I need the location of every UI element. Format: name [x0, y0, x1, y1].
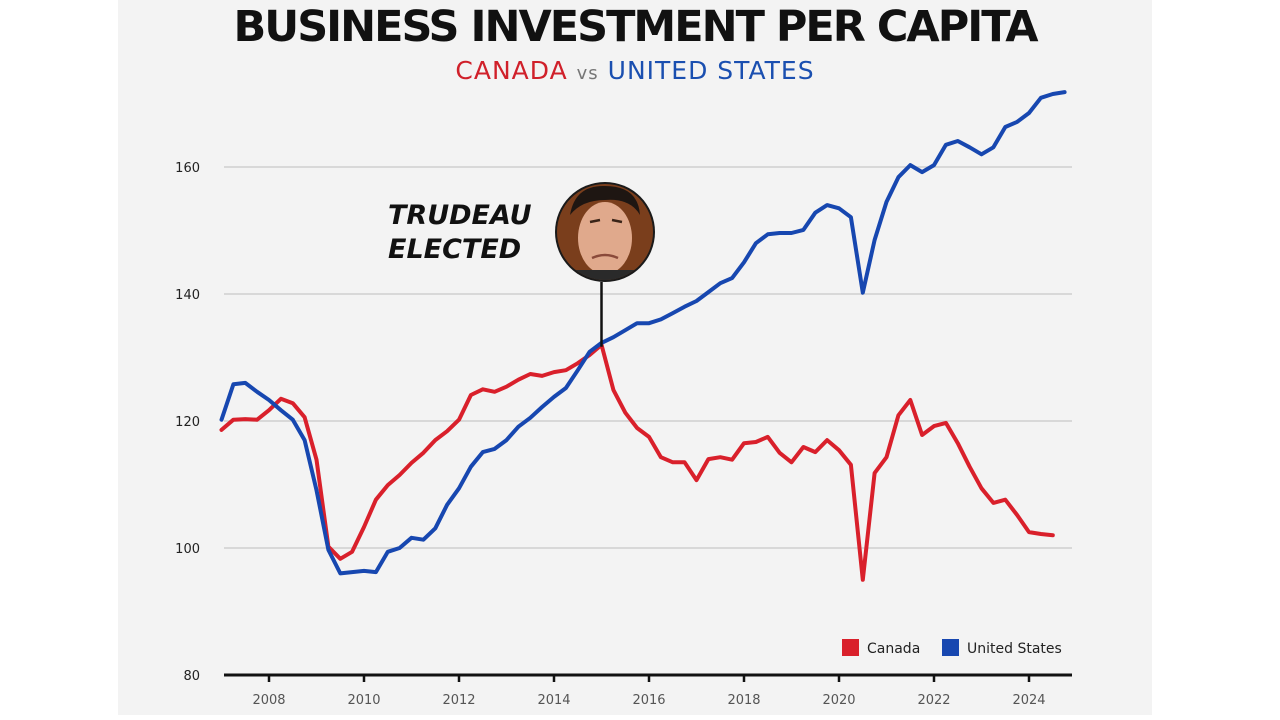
- annotation-line2: ELECTED: [388, 234, 521, 265]
- series-canada: [219, 342, 1055, 582]
- x-tick-label: 2014: [537, 693, 570, 708]
- chart-title: BUSINESS INVESTMENT PER CAPITA: [233, 2, 1039, 52]
- chart-background: [118, 0, 1152, 715]
- y-tick-label: 160: [175, 161, 200, 176]
- legend-swatch-canada: [842, 639, 859, 656]
- legend: Canada United States: [842, 639, 1062, 657]
- trudeau-photo: [555, 182, 655, 282]
- series-line: [219, 342, 1055, 582]
- y-tick-label: 80: [183, 669, 200, 684]
- trudeau-annotation: TRUDEAU ELECTED: [388, 182, 655, 347]
- series-united-states: [219, 90, 1067, 576]
- x-axis: 2008 2010 2012 2014 2016 2018 2020 2022 2024: [224, 673, 1072, 708]
- x-tick-label: 2020: [822, 693, 855, 708]
- data-series: [219, 90, 1067, 582]
- legend-swatch-united-states: [942, 639, 959, 656]
- y-tick-label: 120: [175, 415, 200, 430]
- x-tick-label: 2012: [442, 693, 475, 708]
- y-axis-ticks: 80 100 120 140 160: [175, 161, 200, 684]
- y-tick-label: 100: [175, 542, 200, 557]
- chart-subtitle: CANADA vs UNITED STATES: [0, 56, 1270, 85]
- subtitle-canada: CANADA: [455, 56, 568, 85]
- y-tick-label: 140: [175, 288, 200, 303]
- x-tick-label: 2022: [917, 693, 950, 708]
- subtitle-united-states: UNITED STATES: [607, 56, 815, 85]
- legend-label-canada: Canada: [867, 641, 920, 657]
- subtitle-vs: vs: [576, 63, 599, 84]
- x-tick-label: 2008: [252, 693, 285, 708]
- x-tick-label: 2016: [632, 693, 665, 708]
- annotation-line1: TRUDEAU: [388, 200, 532, 231]
- legend-label-united-states: United States: [967, 641, 1062, 657]
- x-tick-label: 2010: [347, 693, 380, 708]
- x-tick-label: 2018: [727, 693, 760, 708]
- x-tick-label: 2024: [1012, 693, 1045, 708]
- series-line: [219, 90, 1067, 576]
